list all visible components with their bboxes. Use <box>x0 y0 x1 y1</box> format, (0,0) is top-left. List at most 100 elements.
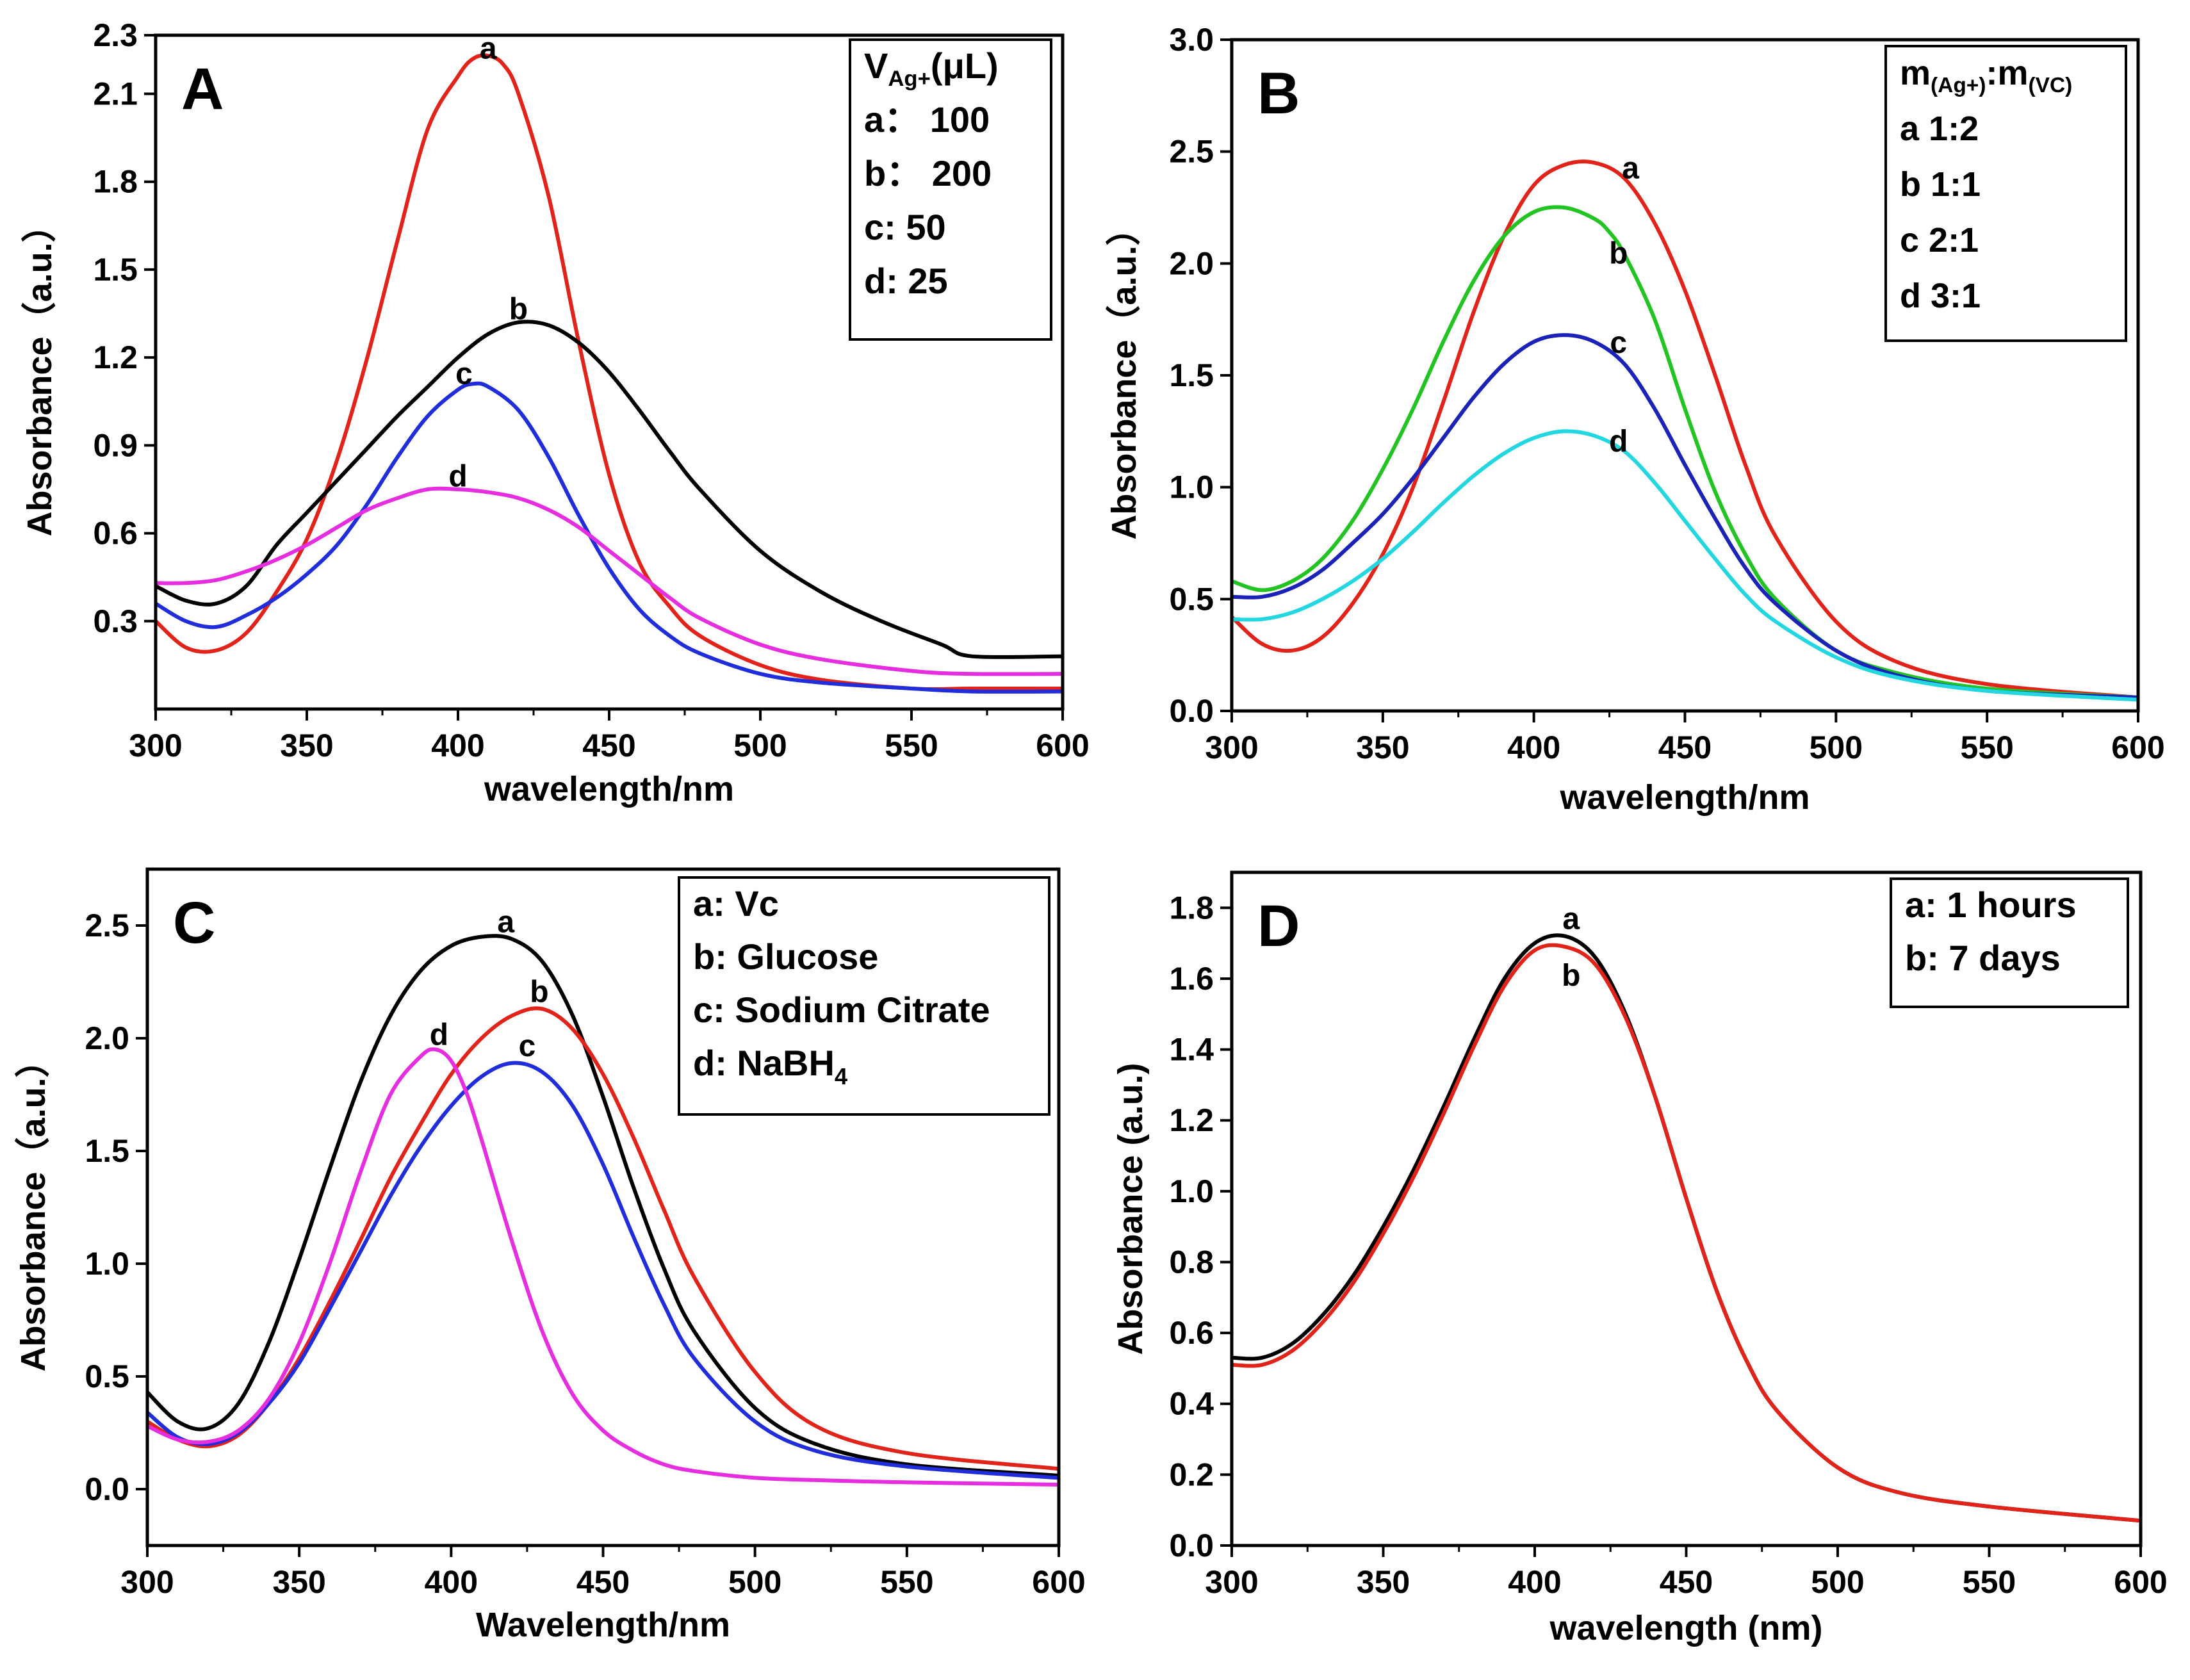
y-tick-label: 1.8 <box>1169 890 1214 926</box>
x-tick-label: 450 <box>576 1564 630 1600</box>
series-line-d <box>156 486 1063 676</box>
curve-label-c: c <box>519 1029 536 1063</box>
series-line-b <box>1232 943 2141 1523</box>
y-tick-label: 2.3 <box>93 17 138 53</box>
x-tick-label: 350 <box>272 1564 325 1600</box>
x-tick-label: 500 <box>1811 1564 1864 1600</box>
panel-b: a b c d 300 350 400 450 500 550 600 0.0 0.5 1.0 1.5 2.0… <box>1105 22 2165 817</box>
legend-box <box>678 876 1050 1116</box>
legend-entry: a 1:2 <box>1900 110 1979 148</box>
y-tick-label: 2.0 <box>1169 245 1214 281</box>
y-tick-label: 0.8 <box>1169 1244 1214 1280</box>
y-tick-label: 2.5 <box>1169 134 1214 170</box>
y-tick-label: 1.0 <box>1169 1173 1214 1209</box>
y-tick-label: 1.5 <box>93 252 138 288</box>
panel-label: B <box>1257 61 1300 126</box>
curve-label-c: c <box>455 357 473 391</box>
y-tick-label: 2.0 <box>85 1020 129 1056</box>
y-tick-label: 3.0 <box>1169 22 1214 58</box>
x-tick-label: 550 <box>1963 1564 2016 1600</box>
legend-entry: b: Glucose <box>693 936 878 977</box>
x-tick-label: 450 <box>1658 730 1712 765</box>
curve-label-d: d <box>448 459 467 493</box>
x-tick-label: 400 <box>1507 730 1560 765</box>
panel-label: D <box>1257 893 1300 959</box>
y-tick-label: 1.0 <box>1169 469 1214 505</box>
x-tick-label: 600 <box>2111 730 2164 765</box>
y-tick-label: 0.4 <box>1169 1386 1214 1422</box>
panel-d: ab 300 350 400 450 500 550 600 0.0 0.2 0.4 0.6 0.8 1.… <box>1111 870 2168 1647</box>
y-tick-label: 0.6 <box>93 516 138 551</box>
y-tick-label: 1.2 <box>1169 1102 1214 1138</box>
y-tick-label: 0.0 <box>1169 693 1214 729</box>
x-tick-label: 450 <box>582 728 635 763</box>
x-tick-label: 600 <box>1032 1564 1085 1600</box>
curve-label-b: b <box>509 293 528 327</box>
y-axis-title: Absorbance (a.u.) <box>1111 1063 1150 1355</box>
x-tick-label: 350 <box>280 728 333 763</box>
x-tick-label: 600 <box>1036 728 1089 763</box>
y-axis-title: Absorbance（a.u.） <box>14 1043 53 1371</box>
x-tick-label: 300 <box>129 728 182 763</box>
legend-title: m(Ag+):m(VC) <box>1900 54 2072 97</box>
y-tick-label: 1.2 <box>93 339 138 375</box>
curve-label-b: b <box>1562 959 1580 993</box>
x-tick-label: 350 <box>1357 1564 1410 1600</box>
x-tick-label: 400 <box>431 728 484 763</box>
x-tick-label: 400 <box>425 1564 478 1600</box>
y-tick-label: 0.2 <box>1169 1456 1214 1492</box>
series-line-c <box>147 1061 1059 1480</box>
x-tick-label: 500 <box>733 728 787 763</box>
x-tick-label: 300 <box>1205 730 1258 765</box>
y-tick-label: 2.1 <box>93 76 138 111</box>
x-tick-label: 300 <box>1205 1564 1258 1600</box>
y-tick-label: 1.0 <box>85 1246 129 1282</box>
x-tick-label: 350 <box>1356 730 1409 765</box>
curve-label-d: d <box>430 1018 448 1052</box>
series-line-a <box>1232 933 2141 1523</box>
legend-entry: d: 25 <box>864 261 948 301</box>
x-tick-label: 550 <box>885 728 938 763</box>
x-tick-label: 500 <box>728 1564 781 1600</box>
x-tick-label: 550 <box>1960 730 2013 765</box>
y-axis-title: Absorbance（a.u.） <box>1105 211 1143 539</box>
panel-a: a b c d 300 350 400 450 500 550 600 0.3 0.6 0.9 1.2 1.5… <box>20 17 1090 808</box>
series-line-a <box>147 934 1059 1478</box>
y-tick-label: 1.5 <box>1169 357 1214 393</box>
panel-label: C <box>173 890 215 956</box>
y-tick-label: 1.6 <box>1169 961 1214 997</box>
legend-box <box>1884 45 2127 342</box>
legend-box <box>1890 877 2129 1008</box>
curve-label-a: a <box>1562 902 1580 936</box>
y-tick-label: 0.3 <box>93 603 138 639</box>
y-tick-label: 1.5 <box>85 1133 129 1169</box>
legend-entry: a： 100 <box>864 99 990 140</box>
y-tick-label: 0.0 <box>85 1471 129 1507</box>
y-axis-title: Absorbance（a.u.） <box>20 208 59 536</box>
x-tick-label: 500 <box>1810 730 1863 765</box>
panel-label: A <box>181 56 224 122</box>
x-tick-label: 400 <box>1508 1564 1561 1600</box>
x-axis-title: wavelength (nm) <box>1549 1609 1822 1647</box>
series-line-a <box>156 53 1063 692</box>
x-tick-label: 300 <box>120 1564 174 1600</box>
legend-entry: c 2:1 <box>1900 221 1979 259</box>
curve-label-c: c <box>1610 326 1627 360</box>
x-axis-title: wavelength/nm <box>1559 778 1810 817</box>
legend-entry: a: 1 hours <box>1905 885 2077 925</box>
legend-entry: d 3:1 <box>1900 277 1981 315</box>
curve-label-d: d <box>1609 425 1628 459</box>
legend-title: VAg+(μL) <box>864 45 999 91</box>
y-tick-label: 0.5 <box>1169 581 1214 617</box>
legend-entry: c: 50 <box>864 207 946 247</box>
legend-entry: b 1:1 <box>1900 165 1981 204</box>
y-tick-label: 1.4 <box>1169 1032 1214 1068</box>
y-tick-label: 0.9 <box>93 427 138 463</box>
y-tick-label: 2.5 <box>85 908 129 943</box>
y-tick-label: 0.6 <box>1169 1315 1214 1351</box>
legend-entry: a: Vc <box>693 883 779 924</box>
curve-label-b: b <box>530 975 548 1009</box>
curve-label-b: b <box>1609 236 1628 270</box>
y-tick-label: 0.5 <box>85 1358 129 1394</box>
